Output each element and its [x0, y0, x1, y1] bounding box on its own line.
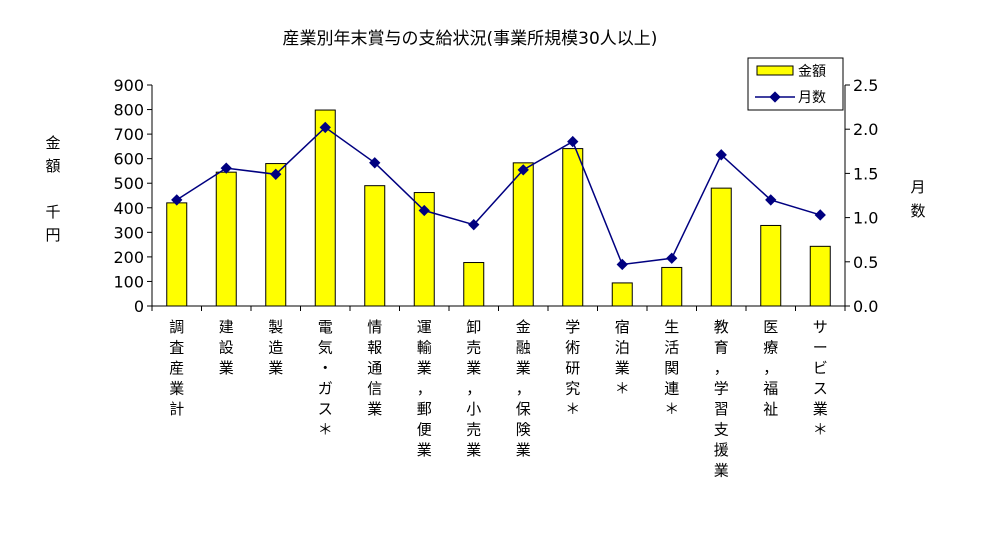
- left-tick-label: 0: [134, 297, 144, 316]
- category-label: サービス業＊: [813, 318, 828, 439]
- category-text: サービス業＊: [813, 318, 828, 439]
- category-label: 製造業: [268, 318, 283, 377]
- bar-series: [166, 109, 831, 307]
- category-label: 宿泊業＊: [615, 318, 630, 398]
- category-text: 教育，学習支援業: [714, 318, 729, 480]
- line-point: [220, 162, 232, 174]
- left-tick-label: 600: [113, 150, 144, 169]
- bar: [166, 202, 188, 307]
- line-point: [418, 204, 430, 217]
- legend-bar-swatch: [756, 65, 794, 76]
- bar: [215, 171, 237, 307]
- right-tick-label: 2.5: [853, 76, 878, 95]
- line-series: [171, 121, 826, 271]
- right-tick-label: 1.5: [853, 164, 878, 183]
- bar: [314, 109, 336, 307]
- left-tick-label: 900: [113, 76, 144, 95]
- category-text: 卸売業，小売業: [466, 318, 481, 459]
- right-axis-title-text: 月数: [910, 178, 925, 220]
- line-point: [270, 168, 282, 180]
- line-point: [171, 194, 183, 206]
- left-tick-label: 200: [113, 248, 144, 267]
- right-tick-label: 0.0: [853, 297, 878, 316]
- months-line: [176, 126, 821, 266]
- bar: [463, 262, 485, 307]
- legend-label-amount: 金額: [798, 64, 826, 80]
- legend-label-months: 月数: [798, 90, 826, 106]
- left-axis-title-text: 金額千円: [45, 134, 60, 244]
- category-label: 医療，福祉: [763, 318, 778, 418]
- left-axis-ticks: 0 100 200 300 400 500 600 700 800 900: [113, 76, 152, 316]
- category-label: 教育，学習支援業: [714, 318, 729, 480]
- line-point: [814, 209, 826, 221]
- category-text: 金融業，保険業: [516, 318, 531, 459]
- line-point: [715, 149, 727, 161]
- left-axis-title: 金額千円: [45, 134, 60, 244]
- legend: 金額 月数: [747, 57, 844, 111]
- category-label: 卸売業，小売業: [466, 318, 481, 459]
- category-label: 電気・ガス＊: [318, 318, 333, 439]
- left-tick-label: 300: [113, 223, 144, 242]
- category-label: 調査産業計: [169, 318, 184, 418]
- line-point: [567, 135, 579, 148]
- category-label: 運輸業，郵便業: [417, 318, 432, 459]
- category-labels: 調査産業計 建設業 製造業 電気・ガス＊ 情報通信業 運輸業，郵便業 卸売業，小売業 金融業，…: [169, 318, 828, 480]
- line-point: [666, 252, 678, 264]
- category-text: 生活関連＊: [664, 318, 679, 418]
- left-tick-label: 400: [113, 199, 144, 218]
- line-point: [616, 258, 628, 271]
- left-tick-label: 100: [113, 272, 144, 291]
- line-point: [517, 164, 529, 176]
- left-tick-label: 800: [113, 101, 144, 120]
- category-text: 情報通信業: [367, 318, 382, 418]
- category-text: 電気・ガス＊: [318, 318, 333, 439]
- category-label: 生活関連＊: [664, 318, 679, 418]
- chart-title: 産業別年末賞与の支給状況(事業所規模30人以上): [283, 29, 658, 49]
- bar: [364, 185, 386, 307]
- right-tick-label: 0.5: [853, 253, 878, 272]
- bar: [512, 162, 534, 307]
- bar: [265, 163, 287, 307]
- category-text: 製造業: [268, 318, 283, 377]
- category-label: 学術研究＊: [565, 318, 580, 418]
- category-text: 運輸業，郵便業: [417, 318, 432, 459]
- left-tick-label: 500: [113, 174, 144, 193]
- bar: [760, 224, 782, 307]
- bar: [661, 266, 683, 307]
- category-text: 建設業: [219, 318, 234, 377]
- left-tick-label: 700: [113, 125, 144, 144]
- category-label: 金融業，保険業: [516, 318, 531, 459]
- bar: [562, 148, 584, 307]
- right-axis-title: 月数: [910, 178, 925, 220]
- line-point: [765, 194, 777, 206]
- category-text: 宿泊業＊: [615, 318, 630, 398]
- category-text: 調査産業計: [169, 318, 184, 418]
- axes: [151, 85, 846, 311]
- bar: [710, 187, 732, 307]
- bar: [809, 245, 831, 307]
- right-tick-label: 1.0: [853, 209, 878, 228]
- category-text: 医療，福祉: [763, 318, 778, 418]
- category-label: 情報通信業: [367, 318, 382, 418]
- category-label: 建設業: [219, 318, 234, 377]
- right-axis-ticks: 0.0 0.5 1.0 1.5 2.0 2.5: [845, 76, 878, 316]
- line-point: [468, 219, 480, 231]
- line-point: [369, 157, 381, 169]
- category-text: 学術研究＊: [565, 318, 580, 418]
- right-tick-label: 2.0: [853, 120, 878, 139]
- bar: [611, 282, 633, 307]
